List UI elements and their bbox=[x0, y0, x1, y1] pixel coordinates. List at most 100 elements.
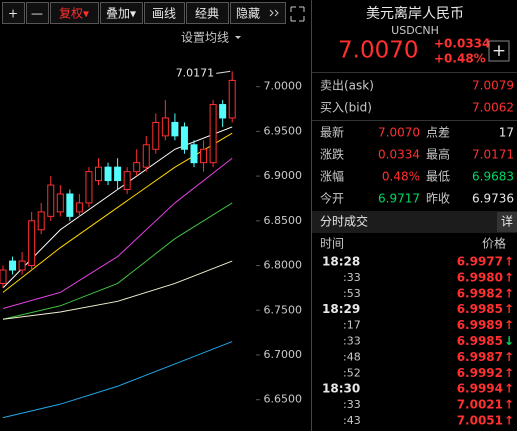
trade-time: :33 bbox=[343, 335, 361, 348]
candle-body bbox=[180, 126, 188, 150]
detail-button-label[interactable]: 详 bbox=[501, 214, 513, 229]
trade-price: 6.9980 bbox=[457, 270, 503, 284]
y-tick-label: 6.8500 bbox=[264, 214, 303, 227]
candle-body bbox=[114, 166, 122, 182]
trade-direction: ↑ bbox=[504, 255, 514, 269]
trade-direction: ↑ bbox=[504, 302, 514, 316]
stat-value: 6.9717 bbox=[378, 192, 420, 206]
trade-direction: ↑ bbox=[504, 398, 514, 412]
candle-body bbox=[200, 148, 208, 164]
toolbar-button[interactable] bbox=[144, 2, 185, 24]
y-tick-label: 7.0000 bbox=[264, 80, 303, 93]
candle-body bbox=[9, 260, 17, 271]
instrument-name: 美元离岸人民币 bbox=[366, 5, 464, 22]
toolbar-button[interactable] bbox=[26, 2, 49, 24]
stat-value: 17 bbox=[499, 126, 514, 140]
trade-direction: ↑ bbox=[504, 350, 514, 364]
toolbar-button-label[interactable]: + bbox=[8, 7, 18, 21]
trade-price: 6.9985 bbox=[457, 302, 503, 316]
stat-value: 6.9736 bbox=[472, 192, 514, 206]
hide-icon[interactable] bbox=[269, 9, 279, 17]
add-button[interactable] bbox=[488, 40, 510, 62]
y-tick-label: 6.6500 bbox=[264, 393, 303, 406]
stat-label: 最新 bbox=[320, 125, 344, 140]
stat-label: 涨幅 bbox=[320, 169, 344, 184]
toolbar-button-label[interactable]: 经典 bbox=[195, 7, 219, 21]
candle-body bbox=[219, 104, 227, 119]
candle-body bbox=[85, 171, 93, 204]
trade-price: 6.9977 bbox=[457, 255, 503, 269]
trade-time: :33 bbox=[343, 271, 361, 284]
trades-list: 18:28 6.9977 ↑:33 6.9980 ↑:53 6.9982 ↑18:29 6.9… bbox=[322, 255, 514, 428]
ma-line bbox=[2, 132, 233, 293]
high-annotation: 7.0171 bbox=[176, 66, 215, 79]
toolbar-button-label[interactable]: — bbox=[31, 7, 43, 21]
detail-button[interactable] bbox=[497, 212, 517, 232]
price-header: 价格 bbox=[482, 236, 506, 251]
y-tick-label: 6.8000 bbox=[264, 259, 303, 272]
candle-body bbox=[209, 104, 217, 164]
ma-setting-caret bbox=[235, 36, 241, 39]
trades-header-bar bbox=[312, 211, 517, 233]
toolbar-button[interactable] bbox=[230, 2, 286, 24]
candle-body bbox=[142, 144, 150, 168]
bid-label: 买入(bid) bbox=[320, 101, 372, 115]
toolbar-button[interactable] bbox=[50, 2, 99, 24]
trade-direction: ↑ bbox=[504, 270, 514, 284]
ma-setting[interactable]: 设置均线 bbox=[181, 31, 229, 45]
trade-direction: ↑ bbox=[504, 414, 514, 428]
trade-direction: ↓ bbox=[504, 334, 514, 348]
trade-price: 6.9985 bbox=[457, 334, 503, 348]
ma-line bbox=[2, 260, 233, 320]
stat-value: 0.0334 bbox=[378, 148, 420, 162]
trade-time: :52 bbox=[343, 366, 361, 379]
trade-direction: ↑ bbox=[504, 318, 514, 332]
high-pointer bbox=[216, 70, 231, 74]
candle-body bbox=[123, 171, 131, 191]
trade-price: 6.9989 bbox=[457, 318, 503, 332]
candle-body bbox=[0, 269, 7, 284]
toolbar-button-label[interactable]: 复权▾ bbox=[59, 7, 89, 21]
trade-price: 6.9987 bbox=[457, 350, 503, 364]
candle-body bbox=[56, 193, 64, 213]
candle-body bbox=[37, 211, 45, 231]
candle-body bbox=[18, 260, 26, 271]
trade-time: 18:29 bbox=[322, 302, 360, 316]
trade-price: 7.0021 bbox=[457, 398, 503, 412]
y-tick-label: 6.7000 bbox=[264, 348, 303, 361]
candle-body bbox=[28, 220, 36, 267]
trade-time: :53 bbox=[343, 287, 361, 300]
trade-price: 6.9982 bbox=[457, 286, 503, 300]
candle-body bbox=[95, 166, 102, 182]
stat-label: 点差 bbox=[426, 126, 450, 140]
trade-direction: ↑ bbox=[504, 366, 514, 380]
kline-chart: 7.0000 6.9500 6.9000 6.8500 6.8000 6.7500 6.70… bbox=[0, 66, 303, 419]
toolbar-button[interactable] bbox=[186, 2, 229, 24]
trade-price: 6.9992 bbox=[457, 366, 503, 380]
toolbar-button[interactable] bbox=[2, 2, 25, 24]
toolbar-button-label[interactable]: 隐藏 bbox=[236, 7, 260, 21]
trades-title: 分时成交 bbox=[320, 214, 368, 229]
instrument-code: USDCNH bbox=[391, 24, 439, 37]
trade-time: :17 bbox=[343, 319, 361, 332]
ma-line bbox=[2, 157, 233, 309]
trade-direction: ↑ bbox=[504, 382, 514, 396]
y-tick-label: 6.7500 bbox=[264, 303, 303, 316]
candle-body bbox=[133, 162, 141, 173]
stat-label: 最低 bbox=[426, 170, 450, 184]
candle-body bbox=[75, 202, 83, 213]
stat-value: 0.48% bbox=[382, 170, 420, 184]
candle-body bbox=[228, 79, 236, 119]
toolbar: + — 复权▾ 叠加▾ 画线 经典 隐藏 bbox=[2, 2, 286, 24]
toolbar-button-label[interactable]: 叠加▾ bbox=[106, 7, 136, 21]
candle-body bbox=[152, 121, 160, 150]
expand-icon[interactable] bbox=[290, 6, 305, 22]
add-button-label[interactable]: + bbox=[492, 41, 506, 61]
toolbar-button-label[interactable]: 画线 bbox=[152, 7, 176, 21]
candle-body bbox=[171, 121, 179, 137]
stat-value: 7.0070 bbox=[378, 126, 420, 140]
y-tick-label: 6.9500 bbox=[264, 124, 303, 137]
toolbar-button[interactable] bbox=[100, 2, 143, 24]
candle-body bbox=[66, 193, 74, 217]
